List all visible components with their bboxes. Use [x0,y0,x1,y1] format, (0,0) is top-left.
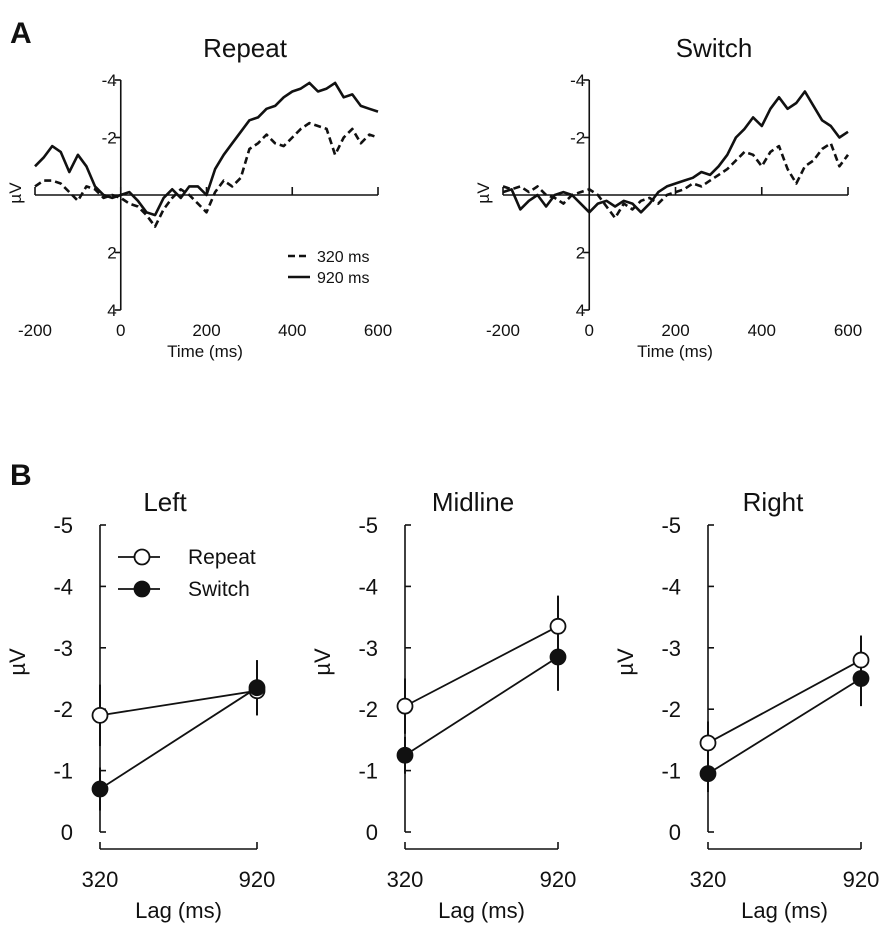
midline-x-tick-label: 920 [540,867,577,892]
left-repeat-connector [99,689,258,717]
repeat-y-tick-label: 4 [107,301,116,320]
left-switch-connector [99,686,258,790]
switch-series-320-ms [502,142,850,220]
left-repeat-point [91,706,109,724]
left-y-tick-label: -3 [53,636,73,661]
switch-y-tick-label: -2 [570,129,585,148]
legend-label-320-ms: 320 ms [317,249,369,266]
right-repeat-connector [707,659,862,744]
midline-repeat-connector [404,625,559,707]
left-y-tick-label: -1 [53,759,73,784]
repeat-y-tick-label: 2 [107,244,116,263]
right-chart-title: Right [743,487,804,517]
left-y-tick-label: -4 [53,574,73,599]
repeat-x-tick-label: 200 [192,321,220,340]
legend-label-repeat: Repeat [188,546,256,569]
left-chart-title: Left [143,487,187,517]
midline-y-tick-label: 0 [366,820,378,845]
repeat-x-tick-label: 0 [116,321,125,340]
midline-repeat-point [396,697,414,715]
right-region-chart: Right -5 -4 -3 -2 -1 0 µV 320 920 Lag (ms) [613,487,879,923]
switch-x-tick-label: 400 [748,321,776,340]
midline-switch-point [549,648,567,666]
midline-y-tick-label: -5 [358,513,378,538]
switch-x-tick-label: 600 [834,321,862,340]
right-y-tick-label: -1 [661,759,681,784]
right-repeat-point [699,734,717,752]
midline-y-tick-label: -1 [358,759,378,784]
right-y-axis-label: µV [613,648,638,676]
right-y-tick-label: -4 [661,574,681,599]
switch-chart-title: Switch [676,33,753,63]
left-y-tick-label: 0 [61,820,73,845]
left-x-tick-label: 920 [239,867,276,892]
midline-repeat-point [549,617,567,635]
legend-marker-repeat [133,548,151,566]
switch-y-tick-label: 4 [576,301,585,320]
legend-marker-switch [133,580,151,598]
right-x-tick-label: 320 [690,867,727,892]
left-switch-point [91,780,109,798]
repeat-waveform-chart: Repeat -200 0 200 400 600 -4 -2 2 4 µV Time (ms) 320… [6,33,392,361]
midline-x-tick-label: 320 [387,867,424,892]
midline-y-tick-label: -4 [358,574,378,599]
right-y-tick-label: -3 [661,636,681,661]
switch-x-tick-label: 200 [661,321,689,340]
switch-y-tick-label: 2 [576,244,585,263]
repeat-series-920-ms [34,81,379,217]
switch-waveform-chart: Switch -200 0 200 400 600 -4 -2 2 4 µV Time (ms) [474,33,862,361]
left-region-chart: Left -5 -4 -3 -2 -1 0 µV 320 920 Lag (ms) Repeat Swi… [5,487,275,923]
repeat-y-tick-label: -4 [102,71,117,90]
right-switch-connector [707,677,862,775]
repeat-x-tick-label: 400 [278,321,306,340]
left-y-axis-label: µV [5,648,30,676]
left-y-tick-label: -2 [53,697,73,722]
legend-label-920-ms: 920 ms [317,270,369,287]
repeat-x-tick-label: -200 [18,321,52,340]
switch-y-tick-label: -4 [570,71,585,90]
switch-x-tick-label: -200 [486,321,520,340]
right-x-axis-label: Lag (ms) [741,898,828,923]
switch-x-tick-label: 0 [585,321,594,340]
repeat-x-axis-label: Time (ms) [167,342,243,361]
left-y-tick-label: -5 [53,513,73,538]
right-repeat-point [852,651,870,669]
midline-switch-point [396,746,414,764]
left-switch-point [248,679,266,697]
repeat-y-axis-label: µV [6,182,25,204]
right-y-tick-label: -2 [661,697,681,722]
right-switch-point [852,670,870,687]
repeat-chart-title: Repeat [203,33,288,63]
midline-chart-title: Midline [432,487,514,517]
switch-y-axis-label: µV [474,182,493,204]
repeat-series-320-ms [34,121,379,228]
left-x-axis-label: Lag (ms) [135,898,222,923]
right-x-tick-label: 920 [843,867,880,892]
repeat-x-tick-label: 600 [364,321,392,340]
panel-label-a: A [10,17,32,50]
midline-region-chart: Midline -5 -4 -3 -2 -1 0 µV 320 920 Lag (ms) [310,487,576,923]
right-y-tick-label: 0 [669,820,681,845]
left-x-tick-label: 320 [82,867,119,892]
repeat-y-tick-label: -2 [102,129,117,148]
midline-x-axis-label: Lag (ms) [438,898,525,923]
switch-x-axis-label: Time (ms) [637,342,713,361]
right-switch-point [699,765,717,783]
legend-label-switch: Switch [188,578,250,601]
right-y-tick-label: -5 [661,513,681,538]
midline-y-tick-label: -2 [358,697,378,722]
midline-y-tick-label: -3 [358,636,378,661]
midline-switch-connector [404,656,559,757]
midline-y-axis-label: µV [310,648,335,676]
switch-series-920-ms [502,90,849,214]
panel-label-b: B [10,459,32,492]
